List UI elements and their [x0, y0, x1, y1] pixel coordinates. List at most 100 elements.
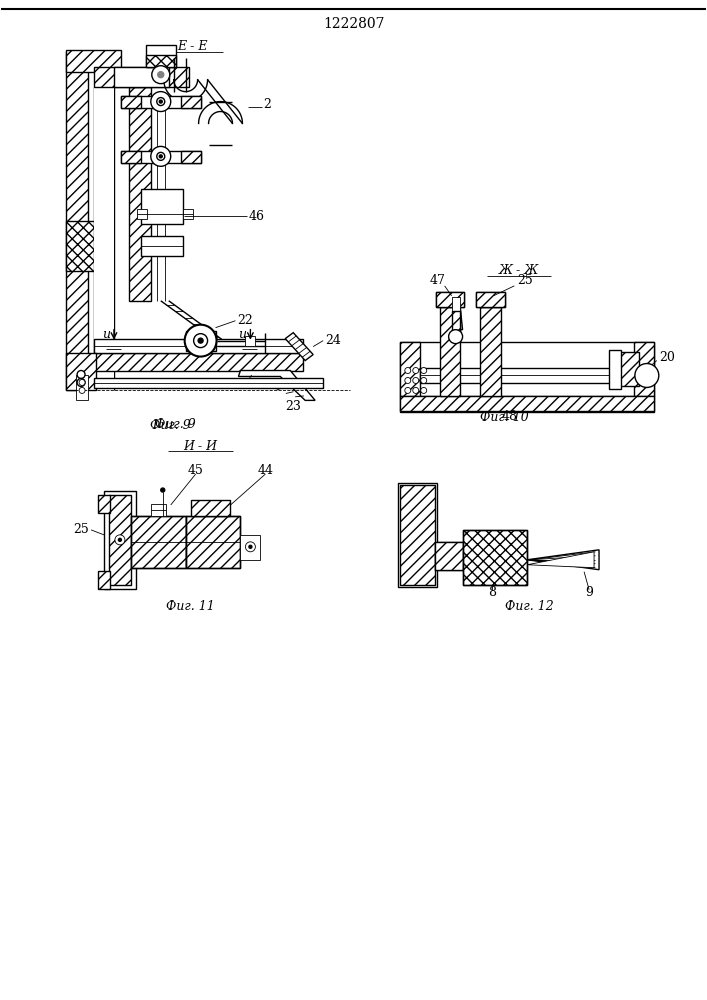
Bar — [452, 311, 460, 341]
Text: и: и — [238, 328, 247, 341]
Bar — [94, 67, 189, 87]
Circle shape — [245, 542, 255, 552]
Bar — [182, 209, 192, 219]
Circle shape — [151, 92, 170, 112]
Text: 24: 24 — [325, 334, 341, 347]
Bar — [452, 297, 460, 341]
Text: 23: 23 — [286, 400, 301, 413]
Text: и: и — [102, 328, 110, 341]
Bar — [186, 331, 216, 351]
Bar — [109, 495, 131, 585]
Text: И - И: И - И — [184, 440, 218, 453]
Circle shape — [119, 538, 122, 541]
Circle shape — [152, 66, 170, 84]
Bar — [121, 151, 201, 163]
Bar — [121, 151, 141, 163]
Bar — [400, 342, 420, 396]
Text: 48: 48 — [501, 410, 518, 423]
Text: 8: 8 — [489, 586, 496, 599]
Text: 20: 20 — [659, 351, 674, 364]
Circle shape — [151, 146, 170, 166]
Bar — [186, 516, 240, 568]
Bar — [436, 292, 464, 307]
Bar — [141, 189, 182, 224]
Bar — [94, 353, 303, 371]
Text: 25: 25 — [74, 523, 89, 536]
Text: 22: 22 — [238, 314, 253, 327]
Bar — [619, 352, 639, 386]
Bar — [141, 236, 182, 256]
Circle shape — [449, 330, 462, 344]
Text: Фиг. 10: Фиг. 10 — [480, 411, 529, 424]
Bar — [436, 292, 464, 307]
Bar — [462, 530, 527, 585]
Circle shape — [159, 100, 162, 103]
Bar — [104, 491, 136, 589]
Text: 47: 47 — [430, 274, 445, 287]
Bar — [137, 209, 147, 219]
Bar — [66, 353, 96, 390]
Text: E - E: E - E — [177, 40, 208, 53]
Bar — [400, 396, 654, 411]
Bar — [129, 87, 151, 301]
Bar — [186, 516, 240, 568]
Polygon shape — [527, 550, 599, 570]
Bar — [121, 96, 141, 108]
Circle shape — [160, 488, 165, 492]
Bar — [151, 504, 165, 516]
Text: Ж - Ж: Ж - Ж — [499, 264, 539, 277]
Bar — [400, 396, 654, 412]
Circle shape — [159, 155, 162, 158]
Circle shape — [79, 387, 85, 393]
Polygon shape — [449, 311, 462, 330]
Bar — [146, 55, 176, 67]
Polygon shape — [238, 371, 315, 400]
Bar — [114, 67, 169, 87]
Text: 1222807: 1222807 — [323, 17, 385, 31]
Circle shape — [413, 387, 419, 393]
Circle shape — [421, 368, 427, 373]
Bar — [462, 530, 527, 585]
Bar — [66, 52, 88, 390]
Circle shape — [249, 545, 252, 548]
Bar — [66, 221, 96, 271]
Text: 45: 45 — [187, 464, 204, 477]
Bar — [181, 96, 201, 108]
Bar — [94, 87, 114, 390]
Circle shape — [185, 325, 216, 357]
Bar — [609, 350, 621, 389]
Circle shape — [158, 72, 164, 78]
Bar — [131, 516, 186, 568]
Bar — [94, 378, 323, 388]
Circle shape — [405, 368, 411, 373]
Bar — [479, 307, 501, 396]
Bar — [76, 375, 88, 400]
Bar — [146, 45, 176, 67]
Bar — [440, 307, 460, 396]
Circle shape — [79, 379, 85, 385]
Bar — [66, 50, 121, 72]
Text: Фиг. 9: Фиг. 9 — [151, 419, 191, 432]
Bar — [435, 542, 462, 570]
Text: 25: 25 — [518, 274, 533, 287]
Circle shape — [413, 368, 419, 373]
Circle shape — [405, 387, 411, 393]
Bar — [634, 342, 654, 396]
Bar — [400, 485, 435, 585]
Circle shape — [421, 387, 427, 393]
Bar — [121, 96, 201, 108]
Text: 44: 44 — [257, 464, 274, 477]
Text: 46: 46 — [248, 210, 264, 223]
Bar — [181, 151, 201, 163]
Circle shape — [115, 535, 125, 545]
Circle shape — [198, 338, 203, 343]
Text: Фиг. 9: Фиг. 9 — [156, 418, 196, 431]
Text: 2: 2 — [263, 98, 271, 111]
Bar — [240, 535, 260, 560]
Circle shape — [194, 334, 208, 348]
Bar — [435, 542, 462, 570]
Circle shape — [635, 364, 659, 387]
Bar — [94, 339, 303, 353]
Polygon shape — [285, 333, 313, 361]
Bar — [98, 571, 110, 589]
